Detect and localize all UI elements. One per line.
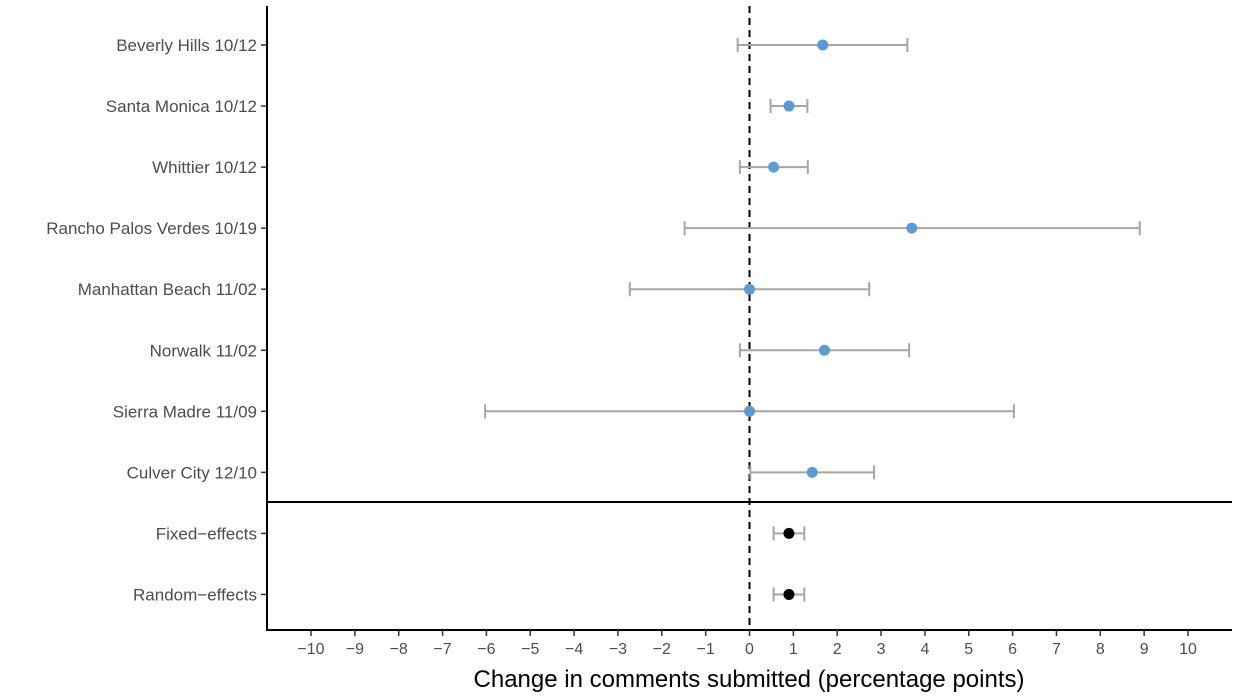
x-tick-label: −8 <box>390 641 408 658</box>
x-tick-label: 0 <box>745 641 754 658</box>
y-tick-label: Culver City 12/10 <box>127 463 257 482</box>
x-tick-label: 4 <box>920 641 929 658</box>
point-estimate <box>817 39 829 51</box>
x-tick-label: −4 <box>565 641 583 658</box>
point-estimate <box>768 161 780 173</box>
y-tick-label: Random−effects <box>133 585 257 604</box>
x-tick-label: 8 <box>1096 641 1105 658</box>
y-tick-label: Rancho Palos Verdes 10/19 <box>46 219 257 238</box>
y-tick-label: Norwalk 11/02 <box>150 341 257 360</box>
point-estimate <box>906 222 918 234</box>
x-tick-label: −9 <box>346 641 364 658</box>
y-tick-label: Sierra Madre 11/09 <box>113 402 257 421</box>
x-tick-label: 5 <box>964 641 973 658</box>
x-tick-label: 7 <box>1052 641 1061 658</box>
x-tick-label: 1 <box>789 641 798 658</box>
y-tick-label: Beverly Hills 10/12 <box>116 36 257 55</box>
y-tick-label: Whittier 10/12 <box>152 158 257 177</box>
x-tick-label: −1 <box>697 641 715 658</box>
axes-layer <box>261 6 1232 636</box>
y-labels-layer: Beverly Hills 10/12 Santa Monica 10/12 Whi… <box>46 36 257 604</box>
x-axis-title: Change in comments submitted (percentage… <box>474 666 1025 693</box>
point-estimate <box>744 283 755 295</box>
x-tick-label: −5 <box>521 641 539 658</box>
y-tick-label: Santa Monica 10/12 <box>106 97 257 116</box>
point-estimate <box>783 588 795 600</box>
x-tick-label: 9 <box>1140 641 1149 658</box>
x-tick-label: −7 <box>433 641 451 658</box>
x-tick-label: −6 <box>477 641 495 658</box>
point-estimate <box>806 466 818 478</box>
point-estimate <box>783 527 795 539</box>
x-tick-label: −2 <box>653 641 671 658</box>
x-tick-label: 3 <box>877 641 886 658</box>
y-tick-label: Manhattan Beach 11/02 <box>78 280 257 299</box>
x-tick-label: 2 <box>833 641 842 658</box>
point-estimate <box>783 100 795 112</box>
x-tick-label: −3 <box>609 641 627 658</box>
y-tick-label: Fixed−effects <box>156 524 257 543</box>
error-bars-layer <box>484 38 1141 602</box>
point-estimate <box>744 405 755 417</box>
x-tick-label: −10 <box>297 641 324 658</box>
x-tick-label: 6 <box>1008 641 1017 658</box>
points-layer <box>744 39 918 600</box>
point-estimate <box>818 344 830 356</box>
x-tick-label: 10 <box>1179 641 1197 658</box>
x-ticks-layer: −10 −9 −8 −7 −6 −5 −4 −3 −2 −1 0 1 2 3 4 5 6 7 8 9 10 <box>297 641 1197 658</box>
